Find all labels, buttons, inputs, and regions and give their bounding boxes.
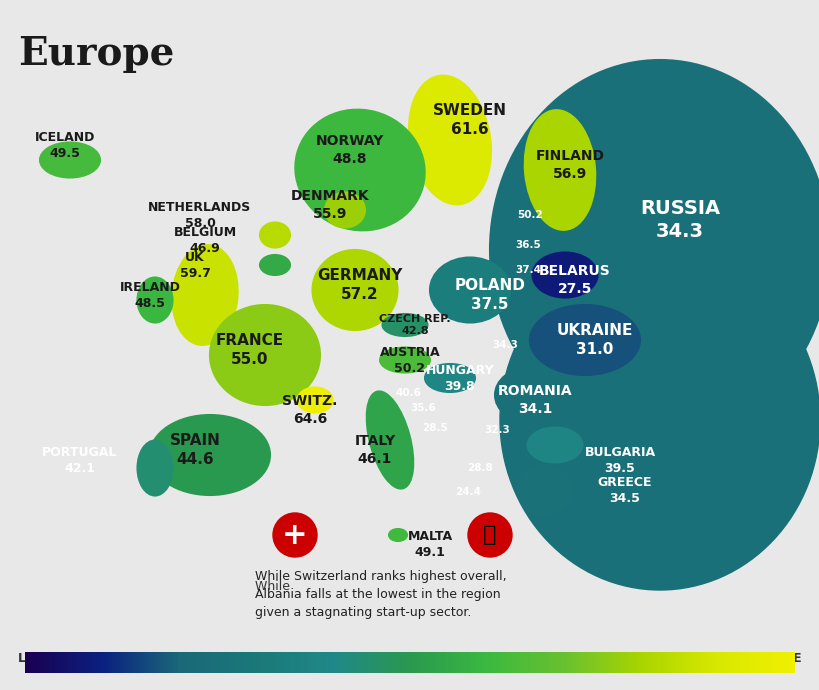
Ellipse shape [409, 76, 491, 204]
Text: BELARUS
27.5: BELARUS 27.5 [538, 264, 610, 295]
Circle shape [468, 513, 511, 557]
Ellipse shape [424, 364, 474, 392]
Ellipse shape [366, 391, 413, 489]
Text: CZECH REP.
42.8: CZECH REP. 42.8 [378, 314, 450, 336]
Text: 32.3: 32.3 [483, 425, 509, 435]
Text: NORWAY
48.8: NORWAY 48.8 [315, 135, 384, 166]
Ellipse shape [260, 222, 290, 248]
Text: 34.3: 34.3 [491, 340, 518, 350]
Ellipse shape [495, 368, 564, 422]
Ellipse shape [324, 193, 364, 228]
Text: MALTA
49.1: MALTA 49.1 [407, 531, 452, 560]
Text: FINLAND
56.9: FINLAND 56.9 [535, 149, 604, 181]
Ellipse shape [429, 257, 509, 322]
Text: 40.6: 40.6 [395, 388, 420, 398]
Ellipse shape [388, 529, 406, 541]
Ellipse shape [138, 440, 172, 495]
Text: 37.4: 37.4 [514, 265, 541, 275]
Text: 🦅: 🦅 [482, 525, 496, 545]
Text: RUSSIA
34.3: RUSSIA 34.3 [639, 199, 719, 242]
Text: While Switzerland ranks highest overall,
Albania falls at the lowest in the regi: While Switzerland ranks highest overall,… [255, 570, 506, 619]
Text: BELGIUM
46.9: BELGIUM 46.9 [174, 226, 236, 255]
Text: 50.2: 50.2 [517, 210, 542, 220]
Text: FRANCE
55.0: FRANCE 55.0 [215, 333, 283, 367]
Ellipse shape [297, 388, 332, 413]
Text: 28.8: 28.8 [467, 463, 492, 473]
Ellipse shape [524, 110, 595, 230]
Text: ICELAND
49.5: ICELAND 49.5 [34, 130, 95, 159]
Ellipse shape [490, 60, 819, 440]
Circle shape [273, 513, 317, 557]
Text: While: While [255, 580, 294, 593]
Text: GERMANY
57.2: GERMANY 57.2 [317, 268, 402, 302]
Text: POLAND
37.5: POLAND 37.5 [454, 278, 525, 312]
Text: UKRAINE
31.0: UKRAINE 31.0 [556, 323, 632, 357]
Ellipse shape [260, 255, 290, 275]
Ellipse shape [532, 253, 597, 297]
Text: NETHERLANDS
58.0: NETHERLANDS 58.0 [148, 201, 251, 230]
Text: +: + [282, 520, 307, 549]
Ellipse shape [517, 465, 572, 515]
Text: ROMANIA
34.1: ROMANIA 34.1 [497, 384, 572, 415]
Text: IRELAND
48.5: IRELAND 48.5 [120, 281, 180, 310]
Ellipse shape [210, 305, 319, 405]
Text: UK
59.7: UK 59.7 [179, 250, 210, 279]
Ellipse shape [150, 415, 269, 495]
Text: GREECE
34.5: GREECE 34.5 [597, 475, 651, 504]
Text: PORTUGAL
42.1: PORTUGAL 42.1 [43, 446, 118, 475]
Text: 28.5: 28.5 [422, 423, 447, 433]
Ellipse shape [172, 245, 238, 345]
Text: DENMARK
55.9: DENMARK 55.9 [290, 189, 369, 221]
Text: 36.5: 36.5 [514, 240, 541, 250]
Ellipse shape [529, 305, 639, 375]
Text: 24.4: 24.4 [455, 487, 481, 497]
Text: 35.6: 35.6 [410, 403, 436, 413]
Ellipse shape [500, 250, 819, 590]
Ellipse shape [312, 250, 397, 330]
Ellipse shape [382, 314, 427, 336]
Text: ITALY
46.1: ITALY 46.1 [354, 434, 395, 466]
Text: BULGARIA
39.5: BULGARIA 39.5 [584, 446, 654, 475]
Ellipse shape [527, 428, 581, 462]
Text: Europe: Europe [18, 35, 174, 73]
Text: SWITZ.
64.6: SWITZ. 64.6 [282, 395, 337, 426]
Text: HUNGARY
39.8: HUNGARY 39.8 [425, 364, 494, 393]
Text: SPAIN
44.6: SPAIN 44.6 [170, 433, 220, 467]
Ellipse shape [295, 110, 424, 230]
Text: MORE INNOVATIVE: MORE INNOVATIVE [672, 651, 801, 664]
Text: SWEDEN
61.6: SWEDEN 61.6 [432, 104, 506, 137]
Ellipse shape [138, 277, 172, 322]
Text: LESS INNOVATIVE: LESS INNOVATIVE [18, 651, 140, 664]
Ellipse shape [40, 143, 100, 177]
Ellipse shape [379, 348, 429, 373]
Text: AUSTRIA
50.2: AUSTRIA 50.2 [379, 346, 440, 375]
